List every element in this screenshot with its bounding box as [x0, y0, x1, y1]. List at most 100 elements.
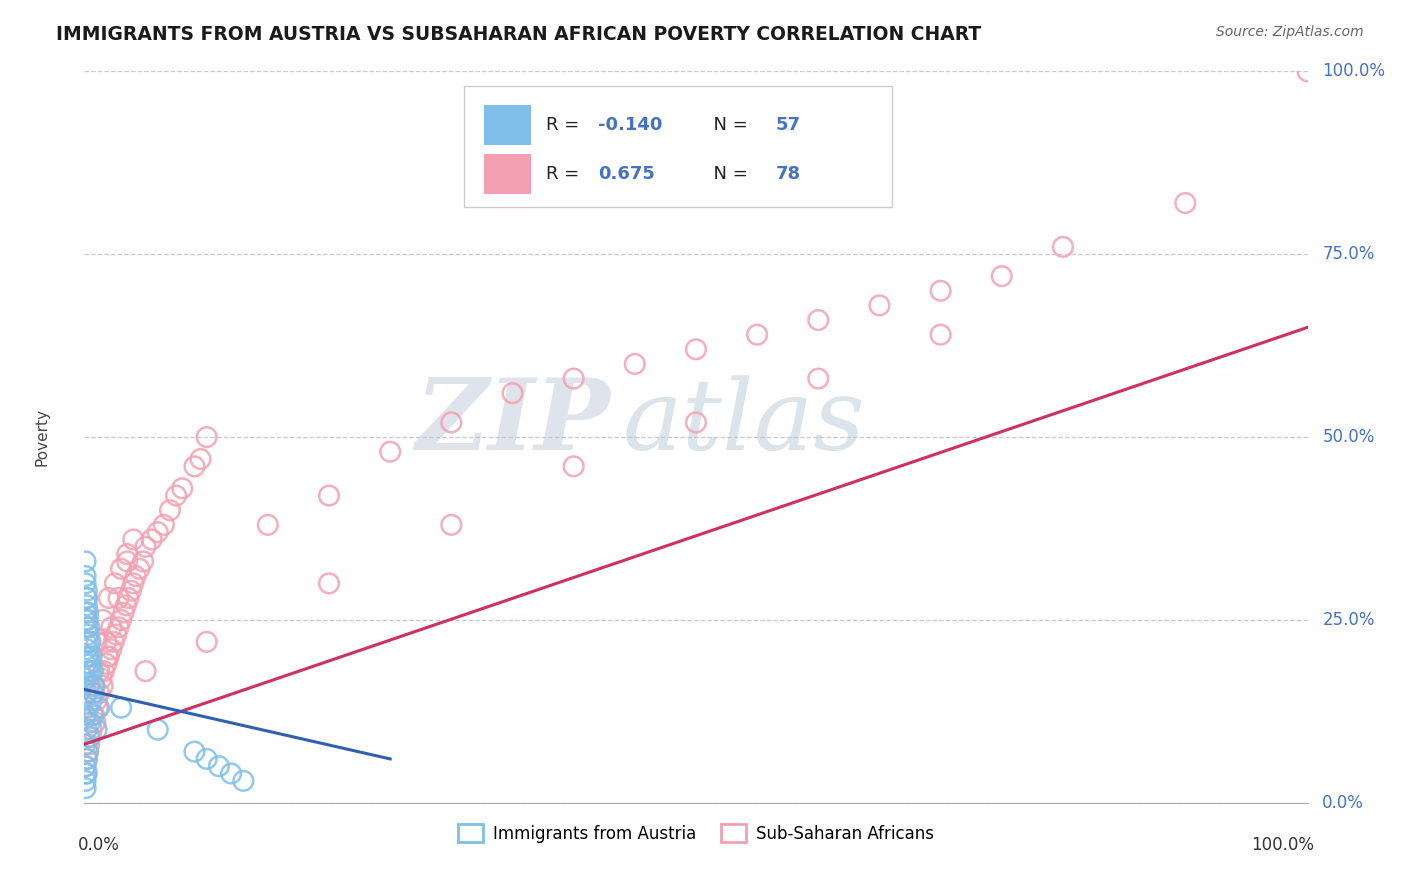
- Point: [83, 679, 105, 693]
- Point: [747, 327, 769, 342]
- Text: N =: N =: [702, 165, 754, 183]
- Text: 78: 78: [776, 165, 800, 183]
- Text: 50.0%: 50.0%: [1322, 428, 1375, 446]
- Text: ZIP: ZIP: [415, 375, 610, 471]
- Point: [75, 569, 97, 583]
- Point: [1296, 64, 1319, 78]
- Point: [318, 576, 340, 591]
- Point: [440, 416, 463, 430]
- Point: [624, 357, 647, 371]
- Text: IMMIGRANTS FROM AUSTRIA VS SUBSAHARAN AFRICAN POVERTY CORRELATION CHART: IMMIGRANTS FROM AUSTRIA VS SUBSAHARAN AF…: [56, 25, 981, 44]
- Text: 57: 57: [776, 116, 800, 134]
- Point: [75, 708, 97, 723]
- Point: [1174, 196, 1197, 211]
- Point: [77, 700, 100, 714]
- Point: [80, 723, 103, 737]
- Legend: Immigrants from Austria, Sub-Saharan Africans: Immigrants from Austria, Sub-Saharan Afr…: [451, 818, 941, 849]
- Point: [76, 591, 98, 605]
- Point: [107, 591, 129, 605]
- Point: [146, 525, 169, 540]
- Point: [96, 635, 118, 649]
- Point: [76, 620, 98, 634]
- Point: [128, 562, 150, 576]
- Point: [135, 540, 157, 554]
- Point: [929, 327, 952, 342]
- Point: [208, 759, 231, 773]
- Text: Source: ZipAtlas.com: Source: ZipAtlas.com: [1216, 25, 1364, 39]
- Point: [80, 649, 103, 664]
- Point: [82, 686, 104, 700]
- Text: 0.675: 0.675: [598, 165, 655, 183]
- Point: [685, 416, 707, 430]
- Point: [110, 613, 132, 627]
- Point: [122, 576, 145, 591]
- Point: [380, 444, 402, 458]
- Point: [104, 576, 127, 591]
- Point: [141, 533, 163, 547]
- Point: [75, 737, 97, 751]
- Point: [107, 620, 129, 634]
- Point: [165, 489, 187, 503]
- Text: R =: R =: [546, 165, 591, 183]
- Point: [117, 591, 139, 605]
- Point: [76, 591, 98, 605]
- Point: [105, 627, 128, 641]
- Point: [75, 759, 97, 773]
- Point: [76, 583, 98, 598]
- Text: 75.0%: 75.0%: [1322, 245, 1375, 263]
- Point: [257, 517, 280, 532]
- Point: [79, 730, 101, 744]
- Point: [77, 664, 100, 678]
- Point: [87, 664, 110, 678]
- Point: [190, 452, 212, 467]
- Point: [79, 635, 101, 649]
- Point: [82, 708, 104, 723]
- Point: [115, 547, 138, 561]
- Point: [112, 606, 135, 620]
- Point: [110, 562, 132, 576]
- Text: 100.0%: 100.0%: [1322, 62, 1385, 80]
- Point: [100, 620, 122, 634]
- Point: [76, 649, 98, 664]
- Point: [75, 773, 97, 788]
- Point: [219, 766, 242, 780]
- Point: [77, 649, 100, 664]
- Point: [929, 284, 952, 298]
- Point: [103, 635, 125, 649]
- Point: [79, 657, 101, 671]
- Bar: [484, 153, 531, 194]
- Point: [120, 583, 142, 598]
- Point: [115, 554, 138, 568]
- Text: 25.0%: 25.0%: [1322, 611, 1375, 629]
- Point: [132, 554, 155, 568]
- Point: [96, 657, 118, 671]
- Point: [75, 759, 97, 773]
- Point: [79, 664, 101, 678]
- Point: [562, 459, 585, 474]
- Point: [76, 766, 98, 780]
- Point: [83, 708, 105, 723]
- Point: [77, 745, 100, 759]
- Text: Poverty: Poverty: [34, 408, 49, 467]
- Point: [86, 723, 108, 737]
- Point: [80, 693, 103, 707]
- Point: [82, 664, 104, 678]
- Point: [77, 745, 100, 759]
- Point: [146, 723, 169, 737]
- Point: [1052, 240, 1074, 254]
- Point: [183, 745, 205, 759]
- Point: [87, 686, 110, 700]
- Point: [318, 489, 340, 503]
- Point: [75, 781, 97, 796]
- Point: [562, 371, 585, 385]
- Point: [869, 298, 891, 312]
- Point: [159, 503, 181, 517]
- Point: [172, 481, 194, 495]
- Point: [77, 635, 100, 649]
- Point: [75, 657, 97, 671]
- Point: [77, 606, 100, 620]
- Point: [75, 613, 97, 627]
- Point: [97, 649, 120, 664]
- Point: [75, 766, 97, 780]
- Point: [75, 606, 97, 620]
